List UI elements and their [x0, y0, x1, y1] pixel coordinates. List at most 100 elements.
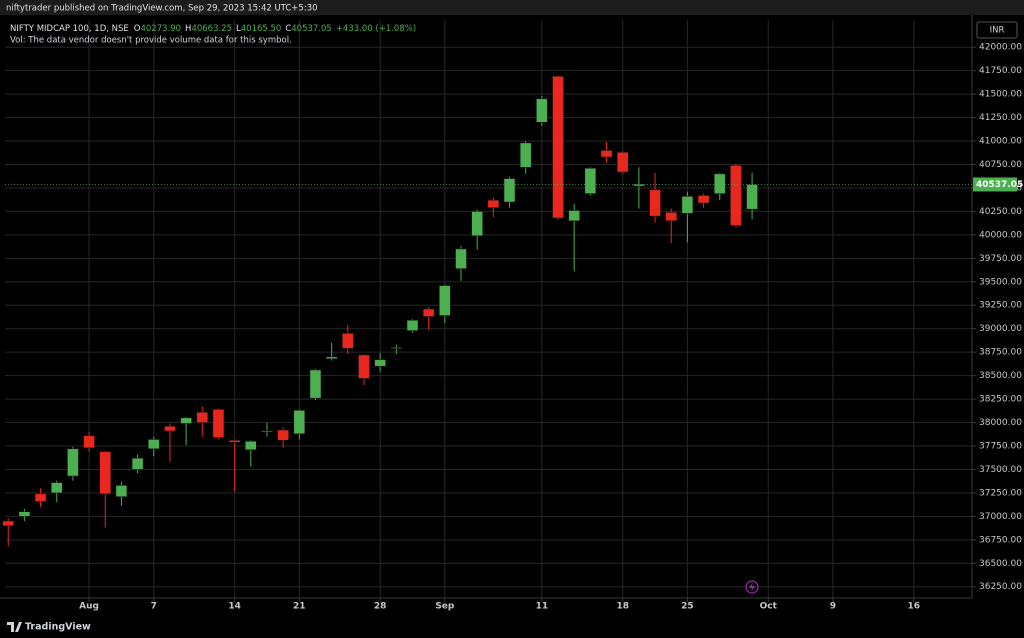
- candle-body: [212, 409, 225, 438]
- legend-value: 40273.90: [140, 24, 181, 34]
- candle-body: [358, 354, 370, 379]
- y-tick-label: 39000.00: [979, 324, 1022, 334]
- candle-body: [665, 212, 677, 222]
- y-tick-label: 38000.00: [979, 418, 1022, 428]
- candle-body: [649, 189, 661, 217]
- y-tick-label: 36250.00: [979, 582, 1022, 592]
- candle-body: [600, 150, 613, 158]
- y-tick-label: 38500.00: [979, 371, 1022, 381]
- y-tick-label: 37250.00: [979, 488, 1022, 498]
- candle-body: [18, 511, 31, 517]
- y-tick-label: 41250.00: [979, 113, 1022, 123]
- candle-body: [293, 410, 306, 435]
- x-tick-label: 25: [681, 602, 694, 612]
- x-tick-label: 16: [908, 602, 921, 612]
- candle-body: [67, 448, 79, 477]
- candle-body: [228, 440, 241, 443]
- x-tick-label: 9: [830, 602, 836, 612]
- x-tick-label: Aug: [79, 602, 99, 612]
- y-tick-label: 39250.00: [979, 301, 1022, 311]
- y-tick-label: 40250.00: [979, 207, 1022, 217]
- candle-body: [131, 457, 144, 470]
- candle-body: [503, 178, 516, 203]
- event-icon[interactable]: [745, 580, 759, 594]
- x-tick-label: 21: [293, 602, 306, 612]
- last-price-box: [973, 177, 1017, 192]
- candle-body: [616, 152, 629, 173]
- legend-prefix: C: [285, 24, 291, 34]
- candle-body: [245, 441, 257, 450]
- y-tick-label: 38250.00: [979, 395, 1022, 405]
- footer-bar: [0, 614, 1024, 638]
- header-text: niftytrader published on TradingView.com…: [6, 4, 318, 14]
- y-tick-label: 40750.00: [979, 160, 1022, 170]
- y-tick-label: 40000.00: [979, 230, 1022, 240]
- y-tick-label: 38750.00: [979, 348, 1022, 358]
- last-price-label: 40537.05: [976, 180, 1023, 190]
- legend-symbol: NIFTY MIDCAP 100, 1D, NSE: [10, 24, 129, 34]
- candle-body: [115, 485, 128, 497]
- y-tick-label: 41000.00: [979, 137, 1022, 147]
- y-tick-label: 37000.00: [979, 512, 1022, 522]
- candle-body: [50, 482, 63, 494]
- candle-body: [261, 430, 273, 433]
- y-tick-label: 36750.00: [979, 535, 1022, 545]
- legend-value: 40663.25: [191, 24, 232, 34]
- legend-value: 40537.05: [291, 24, 332, 34]
- y-tick-label: 42000.00: [979, 43, 1022, 53]
- candle-body: [196, 411, 209, 423]
- candle-body: [439, 285, 451, 316]
- legend-prefix: O: [134, 24, 141, 34]
- candle-body: [730, 165, 742, 226]
- candle-body: [390, 347, 403, 349]
- event-bolt: [749, 582, 755, 592]
- x-tick-label: 18: [616, 602, 629, 612]
- y-tick-label: 41750.00: [979, 66, 1022, 76]
- candle-body: [34, 493, 47, 502]
- candle-body: [487, 199, 500, 208]
- x-tick-label: 28: [374, 602, 387, 612]
- legend-change: +433.00 (+1.08%): [336, 24, 416, 34]
- candle-body: [681, 196, 694, 214]
- candle-body: [99, 451, 112, 495]
- candle-body: [552, 76, 564, 219]
- legend-prefix: L: [236, 24, 241, 34]
- candle-body: [455, 248, 467, 269]
- candle-body: [309, 369, 322, 399]
- footer-logo: [7, 622, 22, 632]
- currency-box[interactable]: [976, 21, 1018, 39]
- candle-body: [83, 435, 95, 449]
- candle-body: [471, 211, 483, 237]
- grid: [5, 20, 972, 598]
- candle-body: [519, 142, 532, 168]
- x-tick-label: 14: [228, 602, 241, 612]
- legend-prefix: H: [185, 24, 191, 34]
- candles: [2, 76, 758, 547]
- y-tick-label: 41500.00: [979, 90, 1022, 100]
- candle-body: [584, 168, 597, 194]
- candle-body: [406, 320, 419, 331]
- currency: INR: [990, 26, 1005, 36]
- candle-body: [746, 184, 758, 210]
- x-tick-label: Oct: [760, 602, 778, 612]
- legend: NIFTY MIDCAP 100, 1D, NSE O40273.90 H40663…: [10, 24, 416, 34]
- candle-body: [325, 356, 338, 359]
- candle-body: [536, 98, 548, 123]
- candle-body: [713, 173, 726, 194]
- header-bar: [0, 0, 1024, 15]
- y-tick-label: 39750.00: [979, 254, 1022, 264]
- x-tick-label: Sep: [435, 602, 455, 612]
- x-tick-label: 11: [536, 602, 549, 612]
- candle-body: [277, 429, 289, 441]
- candle-body: [374, 359, 386, 367]
- candle-body: [342, 333, 354, 349]
- candle-body: [422, 308, 435, 317]
- candle-body: [148, 439, 160, 450]
- footer-text: TradingView: [25, 622, 91, 633]
- y-tick-label: 39500.00: [979, 277, 1022, 287]
- legend-value: 40165.50: [241, 24, 282, 34]
- candle-body: [180, 417, 192, 424]
- y-tick-label: 37750.00: [979, 441, 1022, 451]
